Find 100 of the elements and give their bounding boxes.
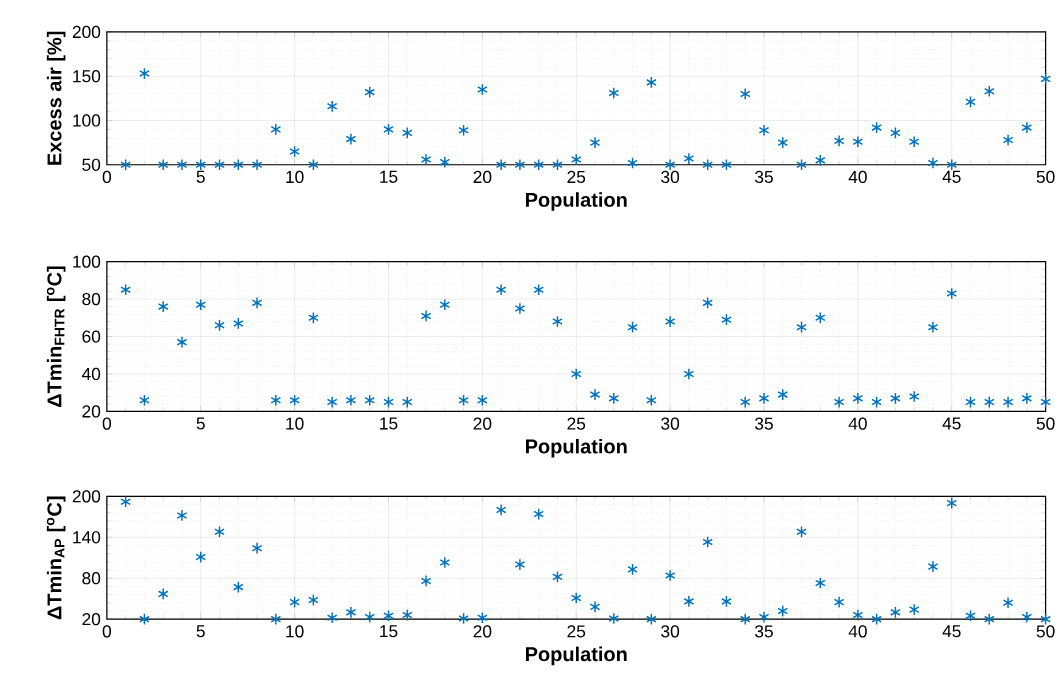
point	[645, 394, 657, 407]
point	[552, 158, 563, 171]
point	[439, 156, 451, 169]
y-axis-title: Excess air [%]	[46, 31, 66, 165]
point	[852, 608, 864, 622]
point	[983, 395, 995, 409]
y-axis-title: ΔTmin$_{AP}$ [$^{o}$C]	[46, 496, 66, 620]
point	[664, 315, 676, 328]
point	[326, 395, 338, 409]
point	[871, 613, 882, 626]
point	[702, 296, 713, 309]
point	[796, 321, 807, 334]
point	[627, 156, 638, 170]
point	[439, 298, 451, 311]
point	[420, 574, 432, 587]
point	[589, 600, 601, 613]
point	[195, 298, 207, 311]
point	[1040, 72, 1051, 85]
x-tick-label: 35	[755, 417, 773, 430]
y-tick-label: 200	[72, 490, 101, 503]
point	[758, 124, 770, 137]
x-tick-label: 0	[102, 170, 112, 184]
point	[401, 395, 413, 409]
point	[890, 606, 901, 619]
x-tick-label: 20	[473, 625, 492, 638]
point	[814, 576, 826, 590]
point	[758, 611, 770, 624]
y-tick-label: 50	[82, 158, 101, 171]
point	[908, 135, 920, 148]
point	[1021, 121, 1033, 134]
point	[927, 560, 939, 573]
x-axis-title: Population	[525, 192, 627, 211]
x-tick-label: 50	[1036, 625, 1055, 638]
x-tick-label: 20	[473, 417, 492, 430]
point	[157, 300, 169, 313]
point	[326, 611, 338, 624]
point	[1002, 395, 1014, 409]
point	[664, 158, 676, 171]
point	[777, 388, 789, 401]
point	[139, 613, 150, 626]
x-tick-label: 45	[942, 625, 961, 638]
point	[871, 121, 882, 134]
point	[533, 283, 545, 296]
point	[139, 394, 150, 407]
point	[308, 311, 319, 324]
point	[721, 595, 732, 608]
point	[458, 124, 469, 137]
point	[646, 76, 657, 89]
point	[514, 158, 526, 171]
point	[1021, 392, 1033, 405]
point	[833, 596, 845, 609]
x-tick-label: 40	[848, 417, 867, 430]
x-tick-label: 0	[102, 625, 112, 638]
point	[514, 302, 526, 315]
point	[589, 388, 601, 401]
y-tick-label: 20	[82, 405, 101, 418]
point	[683, 595, 695, 608]
point	[946, 287, 958, 300]
point	[927, 156, 939, 170]
y-tick-label: 80	[82, 292, 101, 306]
point	[195, 158, 207, 171]
point	[214, 319, 225, 332]
point	[364, 611, 376, 624]
y-tick-label: 100	[73, 114, 101, 127]
x-tick-label: 25	[567, 625, 586, 638]
x-tick-label: 10	[286, 417, 304, 430]
point	[739, 87, 751, 100]
point	[721, 313, 732, 326]
point	[739, 613, 751, 626]
point	[890, 126, 901, 139]
point	[683, 367, 695, 381]
point	[364, 86, 376, 99]
point	[214, 525, 225, 538]
point	[608, 612, 620, 625]
point	[645, 613, 657, 626]
point	[833, 395, 845, 409]
point	[570, 591, 582, 605]
point	[608, 392, 620, 405]
point	[702, 158, 713, 171]
y-tick-label: 80	[82, 572, 101, 585]
point	[477, 394, 488, 407]
point	[308, 593, 319, 607]
point	[777, 604, 789, 617]
point	[683, 152, 695, 165]
point	[176, 336, 188, 349]
point	[251, 158, 263, 171]
point	[232, 581, 244, 594]
x-tick-label: 40	[848, 625, 867, 638]
x-tick-label: 30	[661, 170, 680, 184]
point	[852, 135, 864, 148]
x-tick-label: 35	[755, 625, 773, 638]
point	[120, 283, 131, 296]
point	[533, 507, 545, 521]
y-tick-label: 60	[82, 330, 101, 343]
point	[833, 134, 845, 147]
point	[157, 587, 169, 600]
point	[120, 495, 131, 508]
point	[477, 611, 488, 624]
x-tick-label: 45	[942, 417, 961, 430]
point	[570, 367, 582, 381]
